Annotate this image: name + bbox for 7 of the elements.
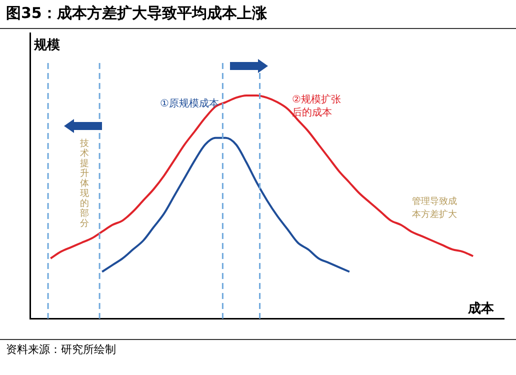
x-axis-title: 成本 [467,302,495,317]
text: 资料来源：研究所绘制 [0,339,516,359]
chart-title: 图35：成本方差扩大导致平均成本上涨 [0,0,516,29]
text: 技术提升体现的部分 [80,138,89,229]
annotation: 管理导致成本方差扩大 [412,196,457,220]
y-axis-title: 规模 [33,38,60,53]
annotation: ①原规模成本 [160,98,219,110]
